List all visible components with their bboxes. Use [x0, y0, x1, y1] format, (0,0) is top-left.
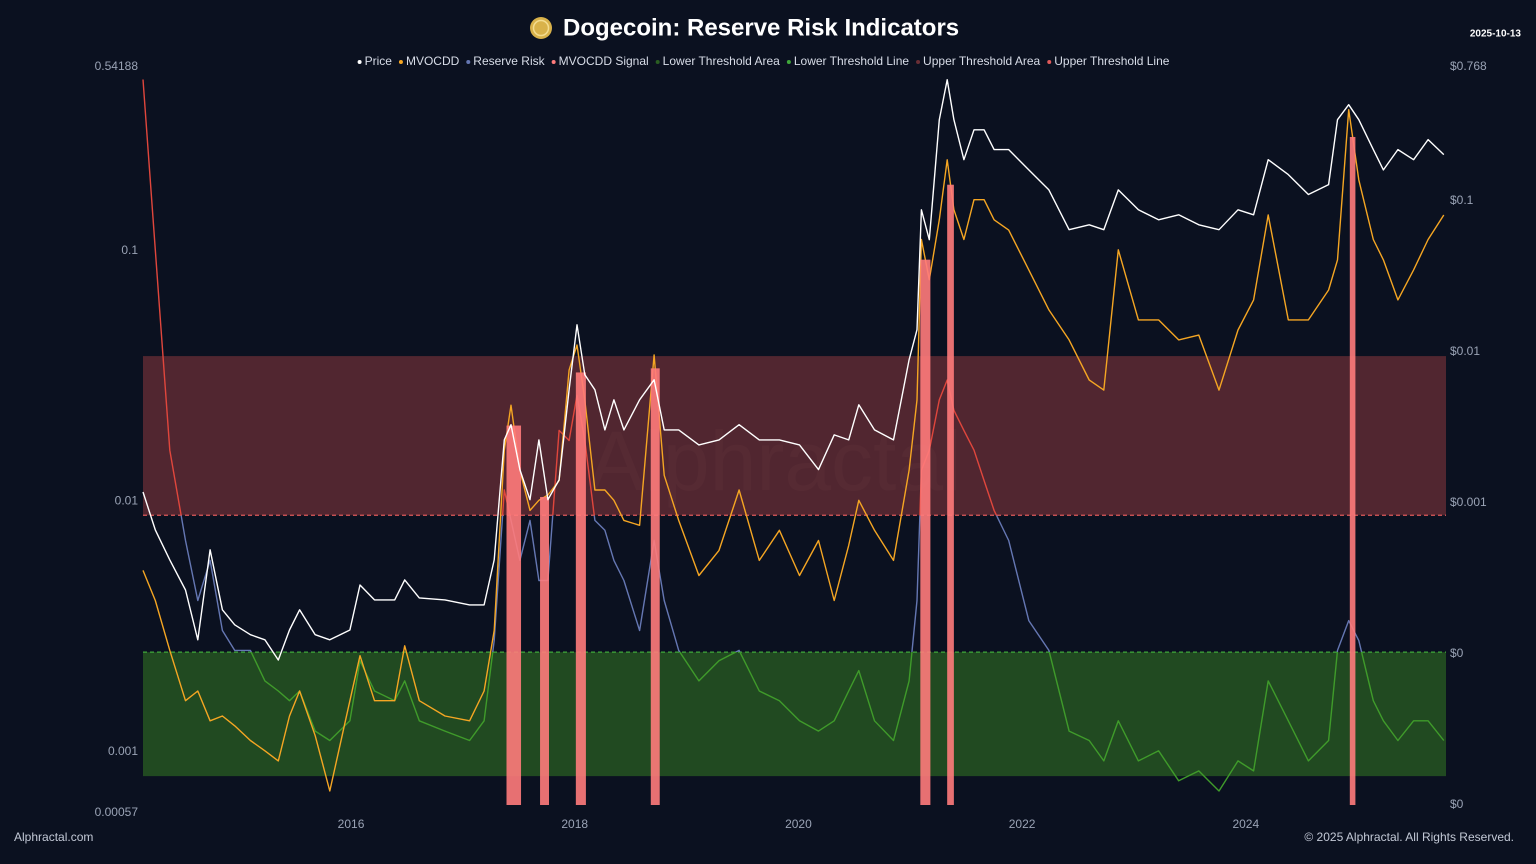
- x-tick-label: 2024: [1232, 817, 1259, 831]
- date-label: 2025-10-13: [1470, 29, 1522, 40]
- x-tick-label: 2020: [785, 817, 812, 831]
- legend-label: Price: [365, 54, 393, 68]
- y2-tick-label: $0: [1450, 646, 1464, 660]
- legend-label: Upper Threshold Line: [1054, 54, 1170, 68]
- price-line: [142, 79, 1445, 661]
- legend-marker: [1047, 60, 1052, 64]
- threshold-area: [143, 652, 1446, 777]
- legend-marker: [916, 60, 921, 64]
- signal-bar: [540, 496, 549, 805]
- y-tick-label: 0.01: [115, 494, 139, 508]
- signal-bar: [947, 184, 954, 805]
- y2-tick-label: $0.001: [1450, 495, 1487, 509]
- y2-tick-label: $0.1: [1450, 193, 1474, 207]
- y2-tick-label: $0.768: [1450, 59, 1487, 73]
- x-tick-label: 2018: [561, 817, 588, 831]
- signal-bar: [920, 259, 931, 806]
- mvocdd-line: [142, 109, 1445, 792]
- y-tick-label: 0.1: [121, 243, 138, 257]
- threshold-area: [143, 356, 1446, 516]
- source-label: Alphractal.com: [14, 830, 93, 844]
- legend-label: MVOCDD Signal: [559, 54, 649, 68]
- legend-marker: [357, 60, 362, 64]
- legend-label: Reserve Risk: [473, 54, 545, 68]
- y-tick-label: 0.00057: [95, 805, 139, 819]
- legend-marker: [398, 60, 403, 64]
- title-group: Dogecoin: Reserve Risk Indicators: [530, 14, 959, 41]
- y2-tick-label: $0: [1450, 797, 1464, 811]
- signal-bar: [575, 372, 586, 805]
- reserve-risk-line: [142, 79, 1445, 792]
- y-tick-label: 0.54188: [95, 59, 139, 73]
- copyright-label: © 2025 Alphractal. All Rights Reserved.: [1304, 830, 1514, 844]
- doge-icon-ring: [532, 19, 550, 37]
- signal-bar: [506, 425, 522, 805]
- x-tick-label: 2016: [338, 817, 365, 831]
- legend: Price MVOCDD Reserve Risk MVOCDD Signal Lowe…: [357, 54, 1170, 68]
- legend-marker: [655, 60, 660, 64]
- legend-label: MVOCDD: [406, 54, 460, 68]
- x-tick-label: 2022: [1009, 817, 1036, 831]
- legend-label: Lower Threshold Area: [663, 54, 781, 68]
- y-tick-label: 0.001: [108, 744, 138, 758]
- y2-tick-label: $0.01: [1450, 344, 1480, 358]
- chart-title: Dogecoin: Reserve Risk Indicators: [563, 14, 959, 41]
- signal-bar: [650, 368, 660, 805]
- legend-marker: [551, 60, 556, 64]
- legend-label: Lower Threshold Line: [794, 54, 910, 68]
- legend-label: Upper Threshold Area: [923, 54, 1041, 68]
- legend-marker: [786, 60, 791, 64]
- legend-marker: [466, 60, 471, 64]
- signal-bar: [1349, 136, 1356, 805]
